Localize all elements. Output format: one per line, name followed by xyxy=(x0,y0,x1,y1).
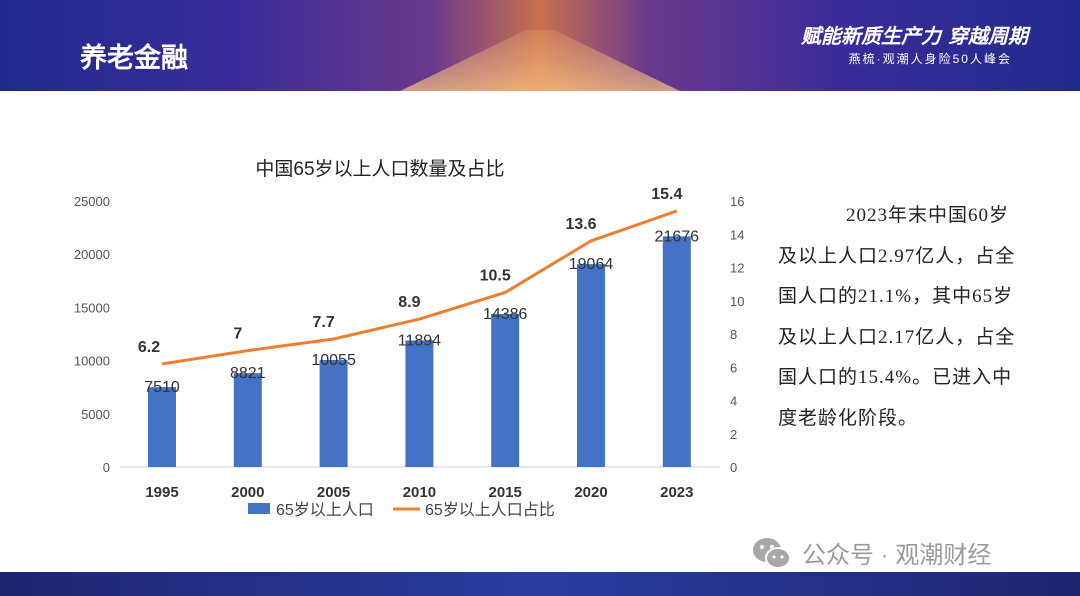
bar-data-label: 14386 xyxy=(483,306,528,323)
y-left-tick: 0 xyxy=(103,460,110,475)
line-data-label: 6.2 xyxy=(138,339,160,356)
description-text: 2023年末中国60岁及以上人口2.97亿人，占全国人口的21.1%，其中65岁… xyxy=(778,205,1016,429)
y-right-tick: 8 xyxy=(730,327,737,342)
x-tick: 2000 xyxy=(231,484,264,501)
line-data-label: 10.5 xyxy=(480,267,511,284)
bar xyxy=(491,313,520,467)
watermark-text: 公众号 · 观潮财经 xyxy=(802,542,992,569)
bar-data-label: 7510 xyxy=(144,379,180,396)
y-right-tick: 10 xyxy=(730,294,744,309)
bar-data-label: 11894 xyxy=(398,332,441,349)
y-left-tick: 5000 xyxy=(81,407,110,422)
bar xyxy=(405,340,434,467)
bar-data-label: 19064 xyxy=(569,256,614,273)
y-right-tick: 16 xyxy=(730,194,744,209)
y-left-tick: 15000 xyxy=(74,300,110,315)
bar-data-label: 21676 xyxy=(655,228,700,245)
bar xyxy=(148,387,176,467)
x-tick: 1995 xyxy=(145,484,178,501)
bar xyxy=(662,236,691,467)
event-name: 燕梳·观潮人身险50人峰会 xyxy=(848,52,1012,66)
bar-data-label: 8821 xyxy=(230,365,266,382)
y-left-tick: 20000 xyxy=(74,247,110,262)
y-right-tick: 12 xyxy=(730,261,744,276)
bar xyxy=(319,360,348,467)
chart-title: 中国65岁以上人口数量及占比 xyxy=(255,158,504,180)
y-right-tick: 14 xyxy=(730,227,744,242)
watermark: 公众号 · 观潮财经 xyxy=(752,535,991,570)
footer-banner xyxy=(0,572,1080,596)
y-right-tick: 2 xyxy=(730,427,737,442)
y-right-tick: 4 xyxy=(730,394,737,409)
x-tick: 2010 xyxy=(403,484,436,501)
event-slogan: 赋能新质生产力 穿越周期 xyxy=(801,24,1028,48)
y-right-tick: 6 xyxy=(730,360,737,375)
ratio-line xyxy=(161,209,678,366)
y-right-tick: 0 xyxy=(730,460,737,475)
y-left-tick: 25000 xyxy=(74,194,110,209)
legend-bar-swatch xyxy=(248,503,270,514)
x-tick: 2005 xyxy=(317,484,350,501)
line-data-label: 8.9 xyxy=(398,294,420,311)
line-data-label: 13.6 xyxy=(565,216,596,233)
legend: 65岁以上人口 65岁以上人口占比 xyxy=(248,501,555,519)
line-data-label: 15.4 xyxy=(651,186,682,203)
bar xyxy=(233,373,262,467)
x-tick: 2020 xyxy=(574,484,607,501)
y-left-tick: 10000 xyxy=(74,354,110,369)
page-title: 养老金融 xyxy=(80,43,188,73)
line-data-label: 7.7 xyxy=(312,314,334,331)
x-tick: 2023 xyxy=(660,484,693,501)
legend-line-label: 65岁以上人口占比 xyxy=(425,501,555,519)
bar xyxy=(577,264,605,467)
line-data-label: 7 xyxy=(233,326,242,343)
x-tick: 2015 xyxy=(489,484,522,501)
header-banner: 养老金融 赋能新质生产力 穿越周期 燕梳·观潮人身险50人峰会 xyxy=(0,0,1080,91)
bar-data-label: 10055 xyxy=(311,352,356,369)
legend-bar-label: 65岁以上人口 xyxy=(276,501,374,519)
wechat-icon xyxy=(753,537,791,569)
